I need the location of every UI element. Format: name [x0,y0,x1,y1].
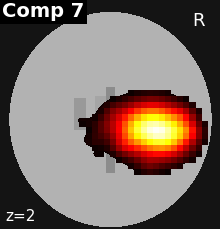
Text: Comp 7: Comp 7 [2,2,84,21]
Text: R: R [192,12,205,30]
Text: z=2: z=2 [5,209,35,224]
